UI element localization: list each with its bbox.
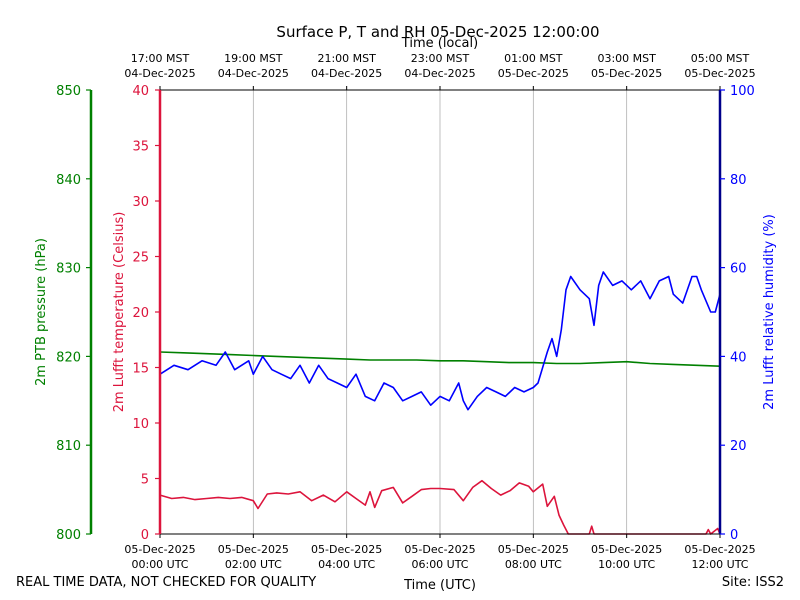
- pressure-tick-label: 840: [56, 173, 81, 188]
- top-tick-label: 23:00 MST: [411, 52, 470, 65]
- humidity-tick-label: 0: [730, 528, 738, 543]
- temperature-tick-label: 25: [132, 251, 149, 266]
- temperature-tick-label: 35: [132, 140, 149, 155]
- bottom-tick-label: 02:00 UTC: [225, 558, 282, 571]
- humidity-axis-label: 2m Lufft relative humidity (%): [762, 214, 777, 410]
- temperature-tick-label: 5: [141, 473, 149, 488]
- temperature-series-line: [159, 479, 721, 535]
- bottom-tick-date: 05-Dec-2025: [218, 543, 289, 556]
- humidity-tick-label: 100: [730, 84, 755, 99]
- temperature-axis: 0 5 10 15 20 25 30 35 40 2m Lufft temperature (Ce…: [112, 84, 162, 543]
- top-tick-date: 05-Dec-2025: [684, 67, 755, 80]
- humidity-tick-label: 80: [730, 173, 747, 188]
- top-axis-label: Time (local): [401, 36, 478, 51]
- pressure-tick-label: 810: [56, 439, 81, 454]
- temperature-tick-label: 30: [132, 195, 149, 210]
- temperature-tick-label: 20: [132, 306, 149, 321]
- temperature-tick-label: 0: [141, 528, 149, 543]
- top-time-axis: 17:00 MST 04-Dec-2025 19:00 MST 04-Dec-2025…: [124, 52, 756, 90]
- pressure-tick-label: 820: [56, 350, 81, 365]
- pressure-series-line: [159, 351, 721, 367]
- humidity-series-line: [159, 271, 721, 411]
- temperature-axis-label: 2m Lufft temperature (Celsius): [112, 212, 127, 413]
- top-tick-label: 03:00 MST: [597, 52, 656, 65]
- bottom-tick-label: 12:00 UTC: [691, 558, 748, 571]
- temperature-tick-label: 40: [132, 84, 149, 99]
- bottom-tick-label: 06:00 UTC: [411, 558, 468, 571]
- top-tick-label: 19:00 MST: [224, 52, 283, 65]
- top-tick-label: 21:00 MST: [317, 52, 376, 65]
- quality-disclaimer: REAL TIME DATA, NOT CHECKED FOR QUALITY: [16, 575, 317, 590]
- humidity-axis: 0 20 40 60 80 100 2m Lufft relative humidity (…: [718, 84, 777, 543]
- pressure-axis: 800 810 820 830 840 850 2m PTB pressure (hPa): [34, 84, 93, 543]
- temperature-tick-label: 10: [132, 417, 149, 432]
- bottom-tick-label: 10:00 UTC: [598, 558, 655, 571]
- top-tick-date: 04-Dec-2025: [311, 67, 382, 80]
- top-tick-date: 04-Dec-2025: [124, 67, 195, 80]
- bottom-tick-label: 04:00 UTC: [318, 558, 375, 571]
- x-axis-label: Time (UTC): [403, 578, 476, 593]
- bottom-time-axis: 05-Dec-2025 00:00 UTC 05-Dec-2025 02:00 UTC…: [124, 534, 756, 571]
- humidity-tick-label: 60: [730, 262, 747, 277]
- pressure-tick-label: 800: [56, 528, 81, 543]
- bottom-tick-date: 05-Dec-2025: [498, 543, 569, 556]
- bottom-tick-label: 00:00 UTC: [131, 558, 188, 571]
- humidity-tick-label: 40: [730, 350, 747, 365]
- top-tick-date: 05-Dec-2025: [591, 67, 662, 80]
- pressure-axis-label: 2m PTB pressure (hPa): [34, 238, 49, 386]
- bottom-tick-date: 05-Dec-2025: [404, 543, 475, 556]
- bottom-tick-label: 08:00 UTC: [505, 558, 562, 571]
- site-label: Site: ISS2: [721, 575, 784, 590]
- top-tick-label: 05:00 MST: [691, 52, 750, 65]
- top-tick-label: 01:00 MST: [504, 52, 563, 65]
- bottom-tick-date: 05-Dec-2025: [591, 543, 662, 556]
- vertical-gridlines: [252, 90, 628, 534]
- bottom-tick-date: 05-Dec-2025: [311, 543, 382, 556]
- pressure-tick-label: 830: [56, 262, 81, 277]
- bottom-tick-date: 05-Dec-2025: [124, 543, 195, 556]
- temperature-tick-label: 15: [132, 362, 149, 377]
- bottom-tick-date: 05-Dec-2025: [684, 543, 755, 556]
- humidity-tick-label: 20: [730, 439, 747, 454]
- series-layer: [159, 271, 721, 535]
- top-tick-label: 17:00 MST: [131, 52, 190, 65]
- chart-title: Surface P, T and RH 05-Dec-2025 12:00:00: [276, 23, 599, 41]
- top-tick-date: 05-Dec-2025: [498, 67, 569, 80]
- pressure-tick-label: 850: [56, 84, 81, 99]
- top-tick-date: 04-Dec-2025: [404, 67, 475, 80]
- top-tick-date: 04-Dec-2025: [218, 67, 289, 80]
